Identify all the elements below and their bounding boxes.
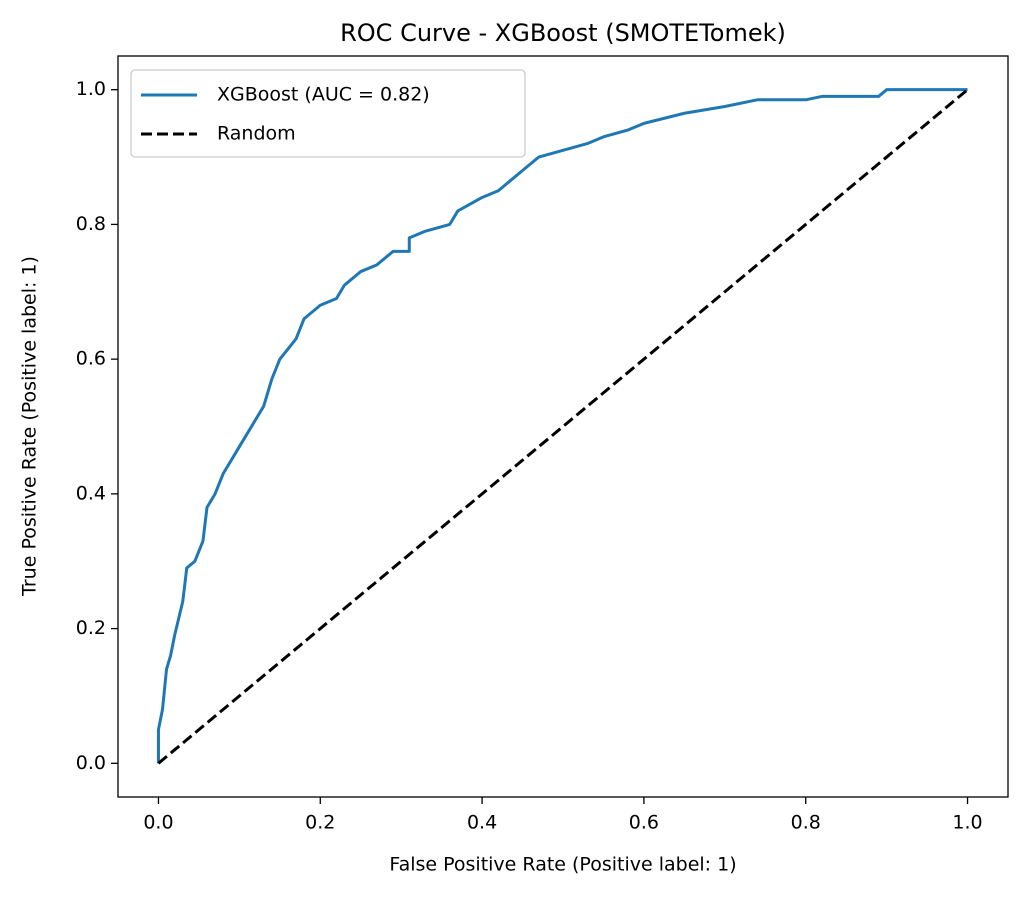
x-tick-label: 0.6 — [629, 812, 659, 834]
y-axis-label: True Positive Rate (Positive label: 1) — [19, 256, 41, 597]
x-tick-label: 0.0 — [143, 812, 173, 834]
y-tick-label: 0.2 — [76, 617, 106, 639]
chart-title: ROC Curve - XGBoost (SMOTETomek) — [340, 19, 786, 47]
legend-box — [130, 69, 526, 158]
y-tick-label: 0.8 — [76, 213, 106, 235]
y-tick-label: 0.4 — [76, 482, 106, 504]
roc-line — [156, 88, 968, 764]
x-tick-label: 1.0 — [952, 812, 982, 834]
y-tick-label: 0.6 — [76, 348, 106, 370]
legend-label: Random — [217, 123, 296, 145]
y-tick-label: 1.0 — [76, 78, 106, 100]
x-axis-label: False Positive Rate (Positive label: 1) — [389, 854, 736, 876]
x-tick-label: 0.4 — [467, 812, 497, 834]
roc-line — [157, 88, 969, 765]
plot-frame — [117, 55, 1009, 798]
x-tick-label: 0.8 — [791, 812, 821, 834]
legend-label: XGBoost (AUC = 0.82) — [217, 84, 430, 106]
x-tick-label: 0.2 — [305, 812, 335, 834]
y-tick-label: 0.0 — [76, 752, 106, 774]
